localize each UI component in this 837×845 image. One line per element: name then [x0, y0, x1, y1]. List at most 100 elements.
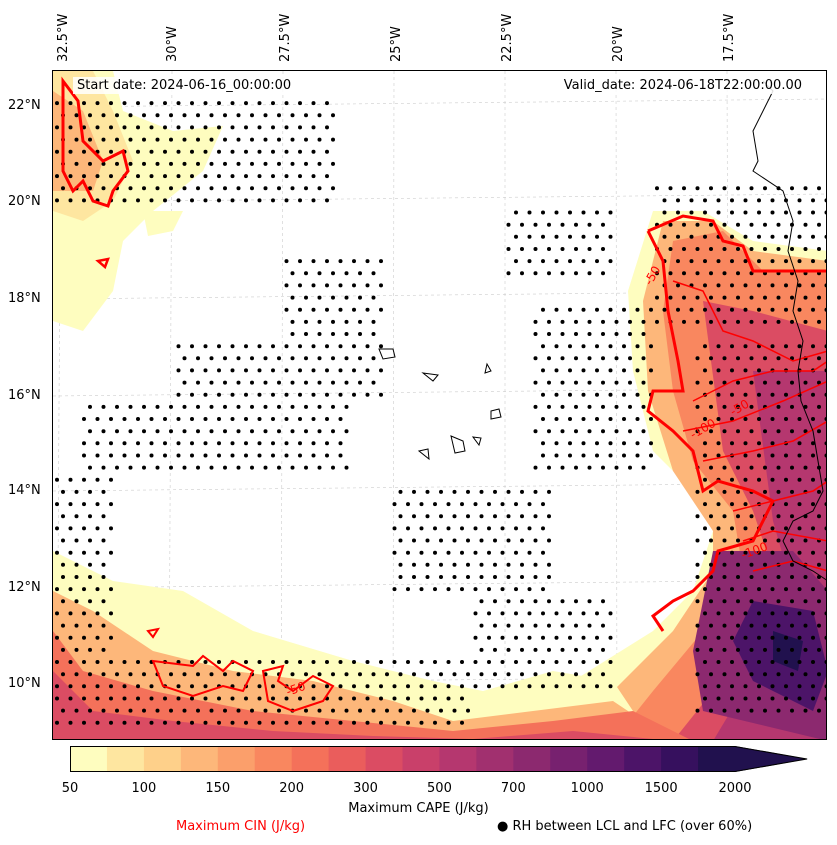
rh-dot	[338, 441, 343, 446]
rh-dot	[304, 332, 308, 336]
rh-dot	[109, 720, 113, 725]
rh-dot	[703, 307, 707, 312]
rh-dot	[263, 161, 268, 166]
rh-dot	[649, 417, 653, 421]
rh-dot	[547, 404, 551, 409]
rh-dot	[722, 247, 727, 251]
rh-dot	[568, 660, 572, 664]
rh-dot	[500, 611, 505, 616]
rh-dot	[149, 149, 154, 154]
rh-dot	[473, 684, 478, 689]
rh-dot	[479, 599, 484, 604]
rh-dot	[365, 259, 370, 264]
rh-dot	[730, 550, 734, 555]
rh-dot	[533, 538, 538, 543]
rh-dot	[803, 404, 808, 409]
rh-dot	[398, 575, 403, 579]
rh-dot	[500, 526, 505, 531]
rh-dot	[142, 708, 146, 713]
rh-dot	[317, 356, 322, 361]
rh-dot	[797, 417, 802, 421]
rh-dot	[109, 502, 113, 507]
rh-dot	[230, 344, 235, 349]
rh-dot	[797, 453, 802, 458]
rh-dot	[460, 502, 464, 507]
rh-dot	[743, 307, 748, 312]
rh-dot	[784, 344, 788, 349]
rh-dot	[55, 587, 59, 592]
rh-dot	[716, 684, 721, 689]
rh-dot	[547, 514, 551, 519]
rh-dot	[379, 696, 383, 701]
rh-dot	[757, 635, 761, 640]
rh-dot	[68, 149, 73, 154]
rh-dot	[547, 222, 551, 227]
rh-dot	[709, 465, 713, 470]
rh-dot	[128, 137, 133, 142]
rh-dot	[101, 538, 106, 543]
rh-dot	[169, 404, 173, 409]
rh-dot	[757, 441, 761, 446]
rh-dot	[655, 319, 659, 324]
rh-dot	[479, 623, 484, 628]
rh-dot	[452, 575, 457, 579]
rh-dot	[128, 186, 133, 191]
rh-dot	[736, 319, 740, 324]
rh-dot	[317, 271, 322, 276]
rh-dot	[628, 332, 632, 336]
rh-dot	[709, 562, 713, 567]
rh-dot	[379, 307, 383, 312]
rh-dot	[176, 149, 181, 154]
rh-dot	[290, 161, 295, 166]
rh-dot	[635, 453, 640, 458]
rh-dot	[298, 101, 302, 106]
rh-dot	[533, 599, 538, 604]
rh-dot	[74, 113, 79, 118]
rh-dot	[115, 113, 119, 118]
rh-dot	[622, 392, 626, 397]
rh-dot	[817, 319, 821, 324]
rh-dot	[298, 441, 302, 446]
rh-dot	[595, 660, 599, 664]
rh-dot	[452, 489, 457, 494]
rh-dot	[95, 174, 100, 179]
rh-dot	[55, 720, 59, 725]
rh-dot	[149, 198, 154, 203]
rh-dot	[770, 587, 775, 592]
rh-dot	[365, 696, 370, 701]
rh-dot	[452, 514, 457, 519]
rh-dot	[155, 161, 160, 166]
rh-dot	[547, 429, 551, 434]
rh-dot	[163, 174, 167, 179]
rh-dot	[722, 380, 727, 385]
rh-dot	[581, 660, 586, 664]
rh-dot	[730, 526, 734, 531]
rh-dot	[709, 489, 713, 494]
rh-dot	[277, 113, 281, 118]
rh-dot	[149, 174, 154, 179]
rh-dot	[95, 125, 100, 130]
rh-dot	[257, 344, 262, 349]
rh-dot	[68, 720, 73, 725]
rh-dot	[101, 161, 106, 166]
rh-dot	[88, 647, 92, 652]
rh-dot	[223, 429, 227, 434]
rh-dot	[317, 672, 322, 677]
rh-dot	[271, 696, 275, 701]
rh-dot	[695, 295, 700, 300]
rh-dot	[776, 222, 781, 227]
rh-dot	[776, 319, 781, 324]
rh-dot	[223, 161, 227, 166]
rh-dot	[614, 380, 619, 385]
rh-dot	[722, 271, 727, 276]
rh-dot	[115, 708, 119, 713]
rh-dot	[581, 611, 586, 616]
rh-dot	[581, 368, 586, 373]
rh-dot	[811, 477, 815, 482]
rh-dot	[325, 174, 329, 179]
rh-dot	[689, 307, 694, 312]
rh-dot	[695, 538, 700, 543]
rh-dot	[554, 368, 559, 373]
rh-dot	[628, 319, 632, 324]
rh-dot	[344, 404, 349, 409]
